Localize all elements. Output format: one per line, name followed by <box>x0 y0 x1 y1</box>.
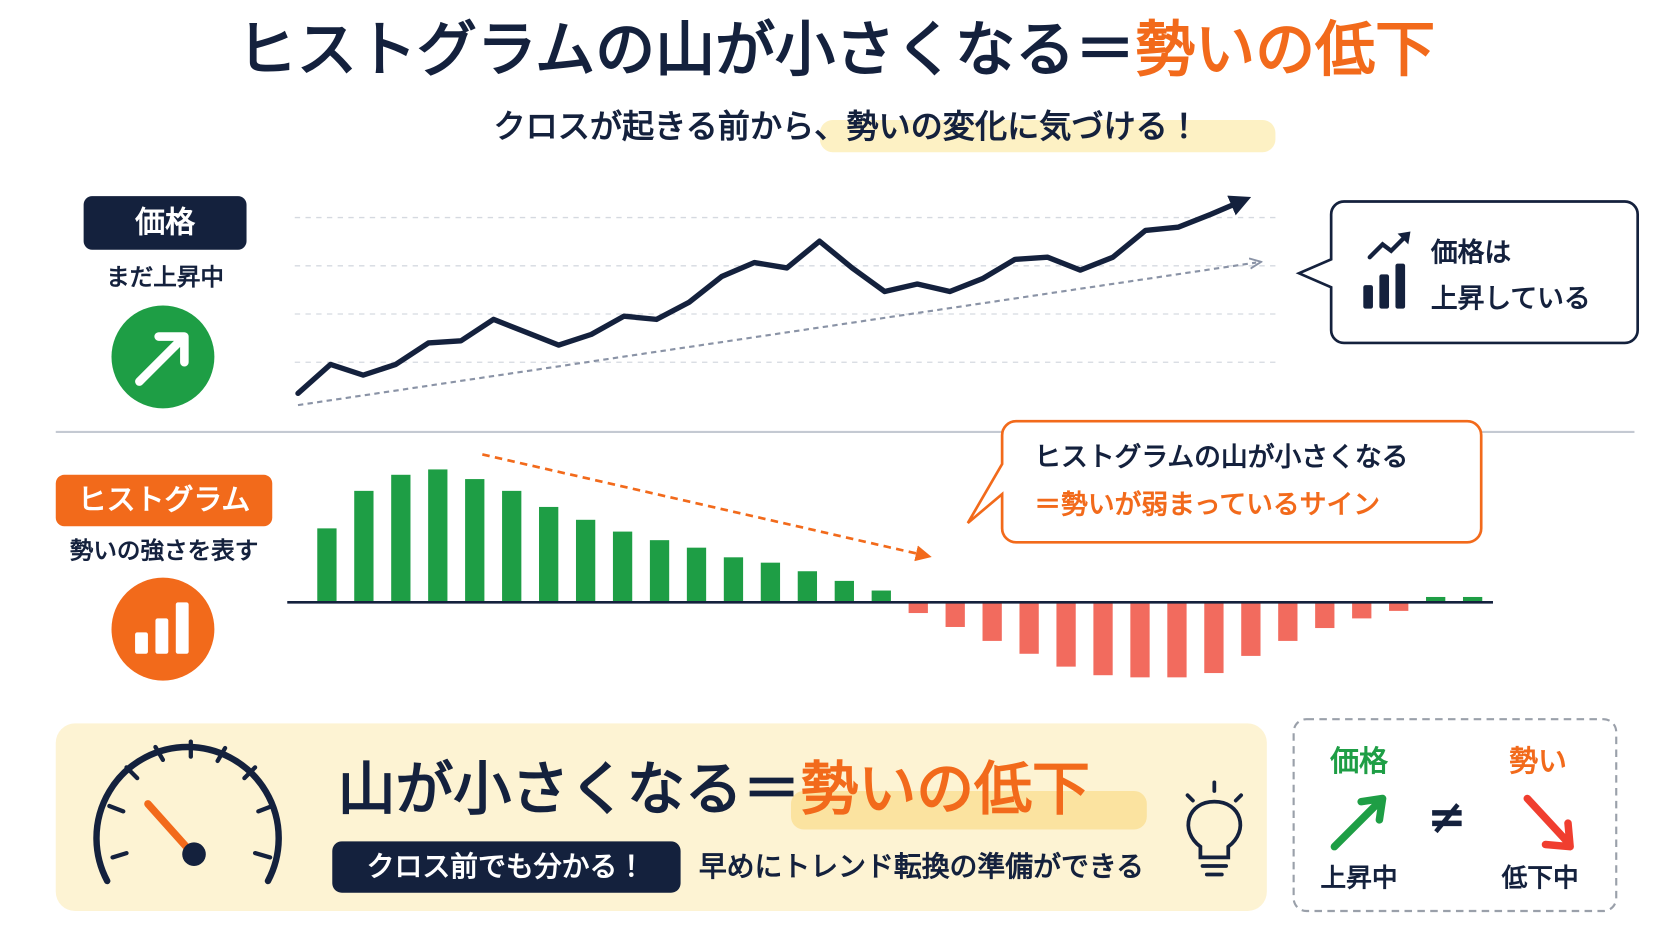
histogram-bar <box>465 479 485 603</box>
decline-arrow <box>482 453 932 562</box>
histogram-bar <box>539 506 559 603</box>
histogram-bar <box>1462 596 1483 603</box>
headline-highlight: 勢いの低下 <box>801 755 1090 823</box>
summary-pill-text: クロス前でも分かる！ <box>367 850 646 883</box>
subtitle-highlight: 勢いの変化に気づける！ <box>846 108 1200 146</box>
histogram-badge <box>55 474 273 527</box>
price-badge-text: 価格 <box>134 205 196 240</box>
histogram-bar <box>1278 602 1298 641</box>
histogram-bar <box>1204 602 1224 674</box>
chart-icon <box>1363 231 1411 309</box>
title-main: ヒストグラムの山が小さくなる＝ <box>237 15 1135 85</box>
title-highlight: 勢いの低下 <box>1135 15 1435 85</box>
headline-highlight-bg <box>790 790 1147 830</box>
histogram-bar <box>834 580 854 603</box>
histogram-bar <box>945 602 965 627</box>
summary-headline: 山が小さくなる＝勢いの低下 <box>338 755 1090 823</box>
histogram-bar <box>686 547 707 603</box>
price-callout-line: 上昇している <box>1431 284 1591 315</box>
price-line <box>295 195 1252 397</box>
histogram-bar <box>1426 596 1446 603</box>
comparison-up-arrow <box>1330 794 1387 851</box>
price-callout-line: 価格は <box>1430 238 1512 269</box>
subtitle-main: クロスが起きる前から、 <box>493 108 846 146</box>
title: ヒストグラムの山が小さくなる＝勢いの低下 <box>237 15 1435 85</box>
histogram-bar <box>871 590 891 603</box>
headline-main: 山が小さくなる＝ <box>338 755 801 823</box>
histogram-bar <box>649 540 670 603</box>
comparison-left-label: 価格 <box>1329 744 1389 778</box>
summary-note: 早めにトレンド転換の準備ができる <box>699 850 1144 883</box>
bar-icon-bars <box>135 602 189 654</box>
histogram-badge-text: ヒストグラム <box>78 483 251 517</box>
comparison-box <box>1292 718 1618 913</box>
comparison-down-arrow <box>1523 794 1574 851</box>
histogram-bar <box>1093 602 1113 676</box>
gauge <box>93 739 282 885</box>
summary-pill <box>332 841 681 893</box>
histogram-bar <box>797 571 818 603</box>
comparison-right-label: 勢い <box>1509 744 1567 778</box>
histogram-bar <box>1056 602 1076 667</box>
histogram-callout <box>966 419 1483 544</box>
histogram-bar <box>1315 602 1335 629</box>
charts <box>295 195 1483 678</box>
histogram-bar <box>391 474 411 603</box>
subtitle: クロスが起きる前から、勢いの変化に気づける！ <box>493 108 1199 146</box>
price-badge <box>83 196 247 250</box>
histogram-bar <box>1019 602 1039 654</box>
histogram-bar <box>428 469 448 603</box>
histogram-bar <box>760 562 781 603</box>
histogram-bar <box>908 602 928 614</box>
histogram-callout-line: ヒストグラムの山が小さくなる <box>1034 441 1408 473</box>
histogram-bar <box>1130 602 1150 678</box>
subtitle-highlight-bg <box>819 120 1276 153</box>
histogram-bar <box>317 528 337 603</box>
histogram-bar <box>1167 602 1187 678</box>
comparison-right-state: 低下中 <box>1501 863 1579 893</box>
histogram-bar <box>1389 602 1409 611</box>
histogram-bar <box>354 490 374 603</box>
histogram-bar <box>982 602 1002 641</box>
histogram-bar <box>502 490 522 603</box>
comparison-symbol: ≠ <box>1427 790 1467 845</box>
comparison-left-state: 上昇中 <box>1320 863 1397 893</box>
trend-line <box>297 263 1256 407</box>
histogram-bar <box>723 557 744 603</box>
price-caption: まだ上昇中 <box>106 263 224 291</box>
histogram-bar <box>612 531 633 603</box>
histogram-callout-line: ＝勢いが弱まっているサイン <box>1034 488 1380 520</box>
histogram-caption: 勢いの強さを表す <box>70 536 259 564</box>
histogram-bar <box>1241 602 1261 656</box>
histogram-bar <box>575 519 596 603</box>
up-arrow <box>135 332 189 386</box>
price-callout <box>1295 200 1640 345</box>
bulb-icon <box>1185 780 1243 877</box>
histogram-bar <box>1352 602 1372 619</box>
